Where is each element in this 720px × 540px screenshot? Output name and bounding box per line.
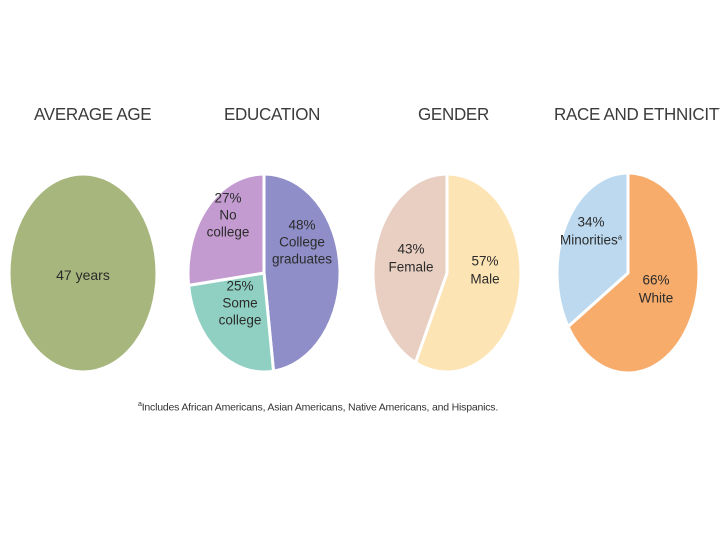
pie-slice-47-years <box>7 172 159 374</box>
pie-label-male: 57% Male <box>470 254 499 287</box>
age-chart-title: AVERAGE AGE <box>34 104 152 125</box>
pie-slice-male <box>413 172 523 374</box>
pie-slice-white <box>566 171 701 375</box>
pie-label-some-college: 25% Some college <box>219 279 262 328</box>
pie-slice-some-college <box>187 271 276 374</box>
gender-pie: 57% Male 43% Female <box>371 172 523 374</box>
pie-label-female: 43% Female <box>388 242 433 275</box>
pie-slice-no-college <box>186 172 266 287</box>
pie-slice-college-graduates <box>262 172 342 373</box>
gender-chart-title: GENDER <box>418 104 489 125</box>
pie-slice-minorities <box>555 171 630 329</box>
race-and-ethnicity-pie: 66% White 34% Minoritiesa <box>555 171 701 375</box>
footnote-text: Includes African Americans, Asian Americ… <box>141 401 499 414</box>
pie-label-college-graduates: 48% College graduates <box>272 218 332 267</box>
pie-label-47-years: 47 years <box>56 267 110 283</box>
footnote: aIncludes African Americans, Asian Ameri… <box>138 401 498 414</box>
average-age-pie: 47 years <box>7 172 159 374</box>
pie-label-no-college: 27% No college <box>207 191 250 240</box>
pie-label-white: 66% White <box>639 273 674 306</box>
footnote-marker: a <box>138 401 142 408</box>
education-chart-title: EDUCATION <box>224 104 321 125</box>
race-chart-title: RACE AND ETHNICITY <box>554 104 720 125</box>
pie-label-minorities: 34% Minoritiesa <box>560 215 623 248</box>
pie-slice-female <box>371 172 449 365</box>
